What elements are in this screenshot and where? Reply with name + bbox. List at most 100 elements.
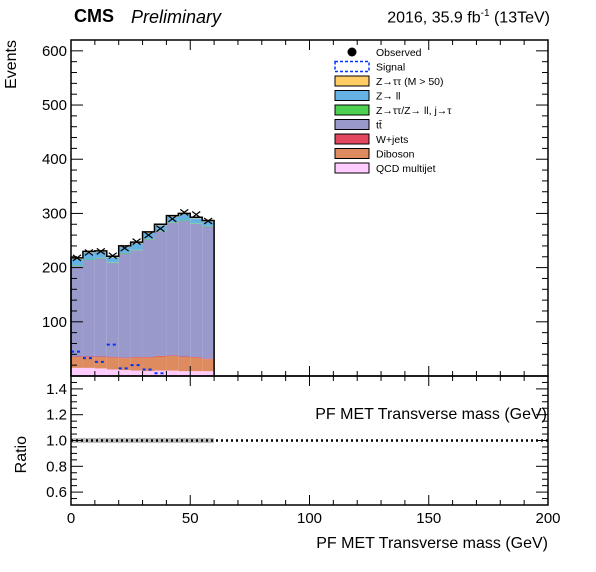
xtick-label-0: 0 (67, 510, 75, 527)
stack-bar-5-4 (118, 247, 131, 253)
main-ylabel: Events (3, 40, 20, 89)
stack-bar-1-5 (130, 357, 143, 371)
stack-bar-0-7 (154, 370, 167, 376)
preliminary-label: Preliminary (131, 7, 222, 27)
observed-point-1 (84, 248, 94, 256)
legend-label-4: W+jets (376, 134, 408, 146)
stack-bar-3-6 (142, 239, 155, 358)
xtick-label-4: 200 (535, 510, 560, 527)
stack-bar-5-3 (106, 257, 119, 263)
observed-point-5 (132, 238, 141, 246)
stack-bar-1-4 (118, 358, 131, 371)
stack-bar-2-11 (202, 358, 215, 360)
legend-marker-observed (347, 47, 357, 57)
observed-point-2 (96, 247, 106, 255)
legend-label-6: QCD multijet (376, 163, 436, 175)
stack-bar-4-5 (130, 249, 143, 251)
stack-bar-5-6 (142, 232, 155, 239)
stack-bar-5-9 (178, 214, 191, 221)
stack-bar-4-1 (82, 259, 95, 261)
main-ytick-label-5: 600 (42, 43, 67, 60)
ratio-ytick-label-2: 1.0 (46, 433, 67, 450)
stack-bar-5-2 (94, 251, 107, 258)
main-ytick-label-0: 100 (42, 314, 67, 331)
stack-bar-1-10 (190, 357, 203, 372)
stack-bar-2-7 (154, 355, 167, 357)
observed-point-8 (168, 215, 177, 223)
stack-bar-4-0 (71, 265, 83, 266)
main-ytick-label-2: 300 (42, 205, 67, 222)
legend-label-observed: Observed (376, 47, 422, 59)
cms-label: CMS (74, 6, 114, 26)
stack-bar-2-6 (142, 357, 155, 358)
stack-bar-1-0 (71, 357, 83, 368)
stack-bar-2-5 (130, 357, 143, 358)
stack-bar-1-2 (94, 357, 107, 369)
stack-bar-0-9 (178, 371, 191, 376)
legend-label-1: Z→ ll (376, 91, 401, 103)
stack-bar-5-1 (82, 252, 95, 260)
ratio-ytick-label-1: 0.8 (46, 458, 67, 475)
xtick-label-3: 150 (416, 510, 441, 527)
stack-bar-3-3 (106, 262, 119, 358)
stack-bar-3-10 (190, 223, 203, 358)
stack-bar-2-2 (94, 356, 107, 358)
stack-bar-3-2 (94, 258, 107, 357)
lumi-label: 2016, 35.9 fb-1 (13TeV) (387, 8, 550, 27)
stack-bar-2-3 (106, 357, 119, 358)
stack-bar-5-5 (130, 243, 143, 250)
legend-label-3: tt̄ (376, 119, 382, 131)
x-axis-label: PF MET Transverse mass (GeV) (316, 535, 548, 552)
ratio-ytick-label-3: 1.2 (46, 407, 67, 424)
main-ytick-label-4: 500 (42, 97, 67, 114)
ratio-ytick-label-0: 0.6 (46, 484, 67, 501)
observed-point-3 (108, 252, 118, 260)
stack-bar-0-5 (130, 370, 143, 376)
lumi-exponent: -1 (480, 8, 490, 19)
main-ytick-label-1: 200 (42, 260, 67, 277)
legend-swatch-1 (334, 90, 370, 101)
observed-point-9 (179, 208, 189, 216)
stack-bar-1-1 (82, 357, 95, 368)
xtick-label-2: 100 (297, 510, 322, 527)
stack-bar-4-10 (190, 223, 203, 224)
observed-point-6 (144, 231, 153, 239)
legend-swatch-5 (334, 148, 370, 159)
stack-bar-0-11 (202, 371, 215, 376)
stack-bar-0-4 (118, 370, 131, 376)
stack-bar-4-6 (142, 238, 155, 240)
lumi-prefix: 2016, 35.9 fb (387, 9, 481, 27)
stack-bar-2-9 (178, 356, 191, 358)
observed-point-7 (156, 225, 165, 233)
stack-bar-2-1 (82, 356, 95, 358)
legend-label-0: Z→ττ (M > 50) (376, 76, 444, 88)
stack-bar-1-11 (202, 359, 215, 372)
stack-bar-3-5 (130, 250, 143, 358)
ratio-annotation: PF MET Transverse mass (GeV) (315, 406, 547, 423)
xtick-label-1: 50 (182, 510, 199, 527)
stack-bar-0-6 (142, 371, 155, 376)
stack-bar-3-1 (82, 260, 95, 357)
ratio-ytick-label-4: 1.4 (46, 381, 67, 398)
stack-bar-5-10 (190, 218, 203, 224)
stack-bar-3-4 (118, 253, 131, 358)
stack-bar-3-11 (202, 226, 215, 359)
stack-bar-2-4 (118, 357, 131, 359)
legend-swatch-2 (334, 104, 370, 116)
stack-bar-0-0 (71, 367, 83, 376)
legend-label-5: Diboson (376, 149, 415, 161)
stack-bar-2-8 (166, 355, 179, 356)
stack-bar-1-6 (142, 357, 155, 372)
stack-bar-5-0 (71, 258, 83, 266)
stack-bar-4-2 (94, 257, 107, 259)
legend-swatch-0 (334, 75, 370, 87)
stack-bar-0-2 (94, 368, 107, 376)
observed-point-10 (191, 211, 201, 218)
stack-bar-4-9 (178, 220, 191, 222)
stack-bar-1-8 (166, 355, 179, 371)
stack-bar-0-10 (190, 371, 203, 376)
legend-label-2: Z→ττ/Z→ ll, j→τ (376, 105, 452, 117)
stack-bar-4-7 (154, 230, 167, 232)
stack-bar-0-1 (82, 367, 95, 376)
